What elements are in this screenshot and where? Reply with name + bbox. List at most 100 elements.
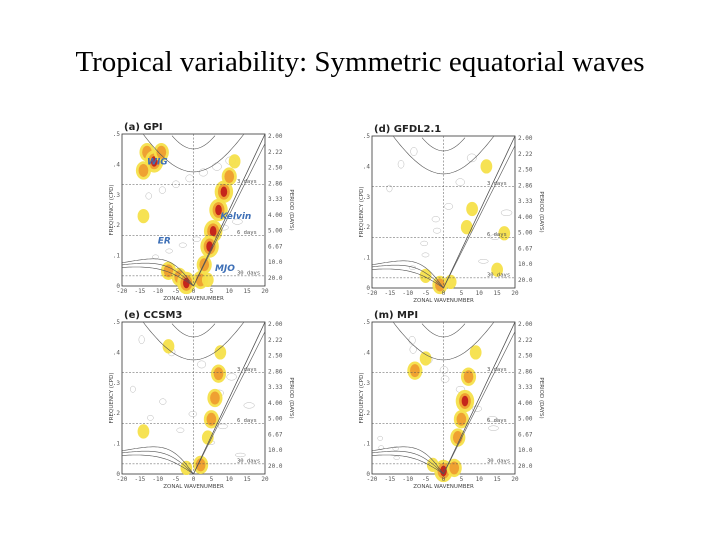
er-curve <box>371 268 444 289</box>
x-tick-label: 15 <box>494 290 502 297</box>
ig-curve <box>143 322 244 361</box>
noise-contour <box>393 455 400 460</box>
panel-mpi-plot: 3 days 6 days 30 days -20 -15 -10 -5 0 5 10 15 20 .5… <box>359 310 544 490</box>
kelvin-curve <box>193 321 266 475</box>
x-tick-label: 20 <box>511 290 519 297</box>
y-tick-label: .5 <box>363 319 371 326</box>
noise-contour <box>185 174 194 183</box>
noise-contour <box>377 435 383 441</box>
period-tick-label: 5.00 <box>268 416 283 423</box>
period-tick-label: 2.86 <box>268 368 283 375</box>
signal-region-outer <box>201 272 214 288</box>
period-tick-label: 2.22 <box>518 337 533 344</box>
period-tick-label: 20.0 <box>268 275 283 282</box>
right-axis-label: PERIOD (DAYS) <box>288 377 294 418</box>
er-curve <box>121 262 194 287</box>
y-axis-label: FREQUENCY (CPD) <box>359 187 365 238</box>
x-tick-label: -10 <box>402 476 413 483</box>
er-curve <box>121 446 194 475</box>
noise-contour <box>217 423 228 430</box>
y-tick-label: .1 <box>113 441 121 448</box>
period-label: 6 days <box>487 232 507 238</box>
x-tick-label: -5 <box>422 290 430 297</box>
y-axis-label: FREQUENCY (CPD) <box>359 373 365 424</box>
x-tick-label: -10 <box>402 290 413 297</box>
period-tick-label: 4.00 <box>268 400 283 407</box>
y-tick-label: 0 <box>116 283 120 290</box>
signal-region-mid <box>138 164 149 177</box>
noise-contour <box>159 398 167 405</box>
er-curve <box>121 450 194 475</box>
panel-mpi: 3 days 6 days 30 days -20 -15 -10 -5 0 5 10 15 20 .5… <box>358 306 544 490</box>
period-label: 3 days <box>237 179 257 185</box>
period-tick-label: 3.33 <box>268 384 283 391</box>
signal-region-mid <box>156 145 167 159</box>
period-label: 6 days <box>237 230 257 236</box>
x-tick-label: -15 <box>384 476 395 483</box>
er-curve <box>371 446 444 475</box>
panel-ccsm3-plot: 3 days 6 days 30 days -20 -15 -10 -5 0 5 10 15 20 .5… <box>109 310 294 490</box>
noise-contour <box>466 153 477 163</box>
kelvin-curve <box>443 135 516 289</box>
period-tick-label: 5.00 <box>268 228 283 235</box>
x-tick-label: -20 <box>367 290 378 297</box>
er-curve <box>121 454 194 475</box>
x-tick-label: -5 <box>172 476 180 483</box>
period-label: 3 days <box>487 367 507 373</box>
y-tick-label: .1 <box>113 253 121 260</box>
x-axis-label: ZONAL WAVENUMBER <box>413 484 474 490</box>
noise-contour <box>420 240 428 247</box>
signal-region-outer <box>491 262 504 277</box>
y-tick-label: .2 <box>113 222 121 229</box>
signal-region-mid <box>449 461 460 475</box>
period-tick-label: 6.67 <box>268 243 283 250</box>
noise-contour <box>178 242 187 248</box>
period-tick-label: 2.00 <box>518 135 533 142</box>
period-tick-label: 2.22 <box>268 337 283 344</box>
signal-region-core <box>150 156 158 167</box>
signal-region-outer <box>469 345 482 360</box>
noise-contour <box>409 265 417 270</box>
signal-region-outer <box>419 268 432 283</box>
x-tick-label: -20 <box>367 476 378 483</box>
y-axis-label: FREQUENCY (CPD) <box>109 185 115 236</box>
y-tick-label: .5 <box>113 131 121 138</box>
period-tick-label: 2.50 <box>518 167 533 174</box>
x-tick-label: -15 <box>134 288 145 295</box>
er-curve <box>121 266 194 287</box>
period-tick-label: 5.00 <box>518 416 533 423</box>
er-curve <box>371 264 444 289</box>
panel-gfdl-plot: 3 days 6 days 30 days -20 -15 -10 -5 0 5 10 15 20 .5… <box>359 124 544 304</box>
period-tick-label: 2.50 <box>268 353 283 360</box>
signal-region-outer <box>460 220 473 235</box>
signal-region-outer <box>426 457 439 473</box>
noise-contour <box>232 218 243 225</box>
period-tick-label: 6.67 <box>518 431 533 438</box>
signal-region-core <box>206 241 213 252</box>
signal-region-mid <box>213 367 224 381</box>
signal-region-mid <box>410 364 420 378</box>
signal-region-core <box>215 204 222 216</box>
noise-contour <box>487 416 498 422</box>
panel-label: (d) GFDL2.1 <box>374 124 441 135</box>
x-tick-label: 0 <box>192 288 196 295</box>
y-tick-label: .4 <box>363 349 371 356</box>
y-tick-label: .4 <box>113 349 121 356</box>
x-axis-label: ZONAL WAVENUMBER <box>163 296 224 302</box>
y-tick-label: .3 <box>363 380 371 387</box>
noise-contour <box>145 192 152 200</box>
noise-contour <box>432 227 442 234</box>
signal-region-mid <box>463 370 474 384</box>
period-tick-label: 2.86 <box>268 180 283 187</box>
signal-region-outer <box>162 339 175 354</box>
er-curve <box>121 258 194 287</box>
slide-title: Tropical variability: Symmetric equatori… <box>75 46 645 78</box>
x-tick-label: 0 <box>442 476 446 483</box>
noise-contour <box>409 345 417 354</box>
noise-contour <box>478 259 489 264</box>
signal-region-mid <box>224 170 235 184</box>
noise-contour <box>378 445 385 450</box>
wave-label-er: ER <box>158 236 171 246</box>
x-tick-label: 5 <box>210 288 214 295</box>
y-tick-label: 0 <box>366 471 370 478</box>
